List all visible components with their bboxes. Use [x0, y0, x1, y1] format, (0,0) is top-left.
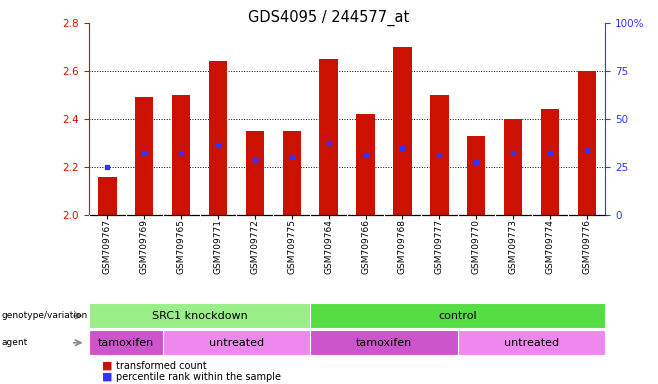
Bar: [430, 95, 449, 215]
Bar: [357, 114, 375, 215]
Text: ■: ■: [102, 372, 116, 382]
Text: GSM709774: GSM709774: [545, 219, 555, 274]
Text: GSM709770: GSM709770: [472, 219, 481, 274]
Bar: [541, 109, 559, 215]
Text: GSM709765: GSM709765: [176, 219, 186, 274]
Text: GDS4095 / 244577_at: GDS4095 / 244577_at: [248, 10, 410, 26]
Text: untreated: untreated: [504, 338, 559, 348]
Text: GSM709766: GSM709766: [361, 219, 370, 274]
Text: GSM709767: GSM709767: [103, 219, 112, 274]
Text: tamoxifen: tamoxifen: [356, 338, 412, 348]
Text: agent: agent: [1, 338, 28, 347]
Text: GSM709777: GSM709777: [435, 219, 444, 274]
Bar: [282, 131, 301, 215]
Text: GSM709775: GSM709775: [288, 219, 296, 274]
Text: tamoxifen: tamoxifen: [97, 338, 154, 348]
Bar: [245, 131, 264, 215]
Text: genotype/variation: genotype/variation: [1, 311, 88, 320]
Bar: [393, 47, 412, 215]
Bar: [135, 98, 153, 215]
Text: GSM709769: GSM709769: [139, 219, 149, 274]
Bar: [467, 136, 486, 215]
Text: GSM709771: GSM709771: [213, 219, 222, 274]
Text: GSM709772: GSM709772: [250, 219, 259, 274]
Text: ■: ■: [102, 361, 116, 371]
Bar: [504, 119, 522, 215]
Text: untreated: untreated: [209, 338, 264, 348]
Text: percentile rank within the sample: percentile rank within the sample: [116, 372, 282, 382]
Bar: [98, 177, 116, 215]
Bar: [172, 95, 190, 215]
Text: GSM709776: GSM709776: [582, 219, 592, 274]
Text: GSM709768: GSM709768: [398, 219, 407, 274]
Bar: [209, 61, 227, 215]
Bar: [578, 71, 596, 215]
Text: control: control: [438, 311, 477, 321]
Text: GSM709764: GSM709764: [324, 219, 333, 274]
Text: GSM709773: GSM709773: [509, 219, 518, 274]
Text: SRC1 knockdown: SRC1 knockdown: [151, 311, 247, 321]
Text: transformed count: transformed count: [116, 361, 207, 371]
Bar: [319, 59, 338, 215]
